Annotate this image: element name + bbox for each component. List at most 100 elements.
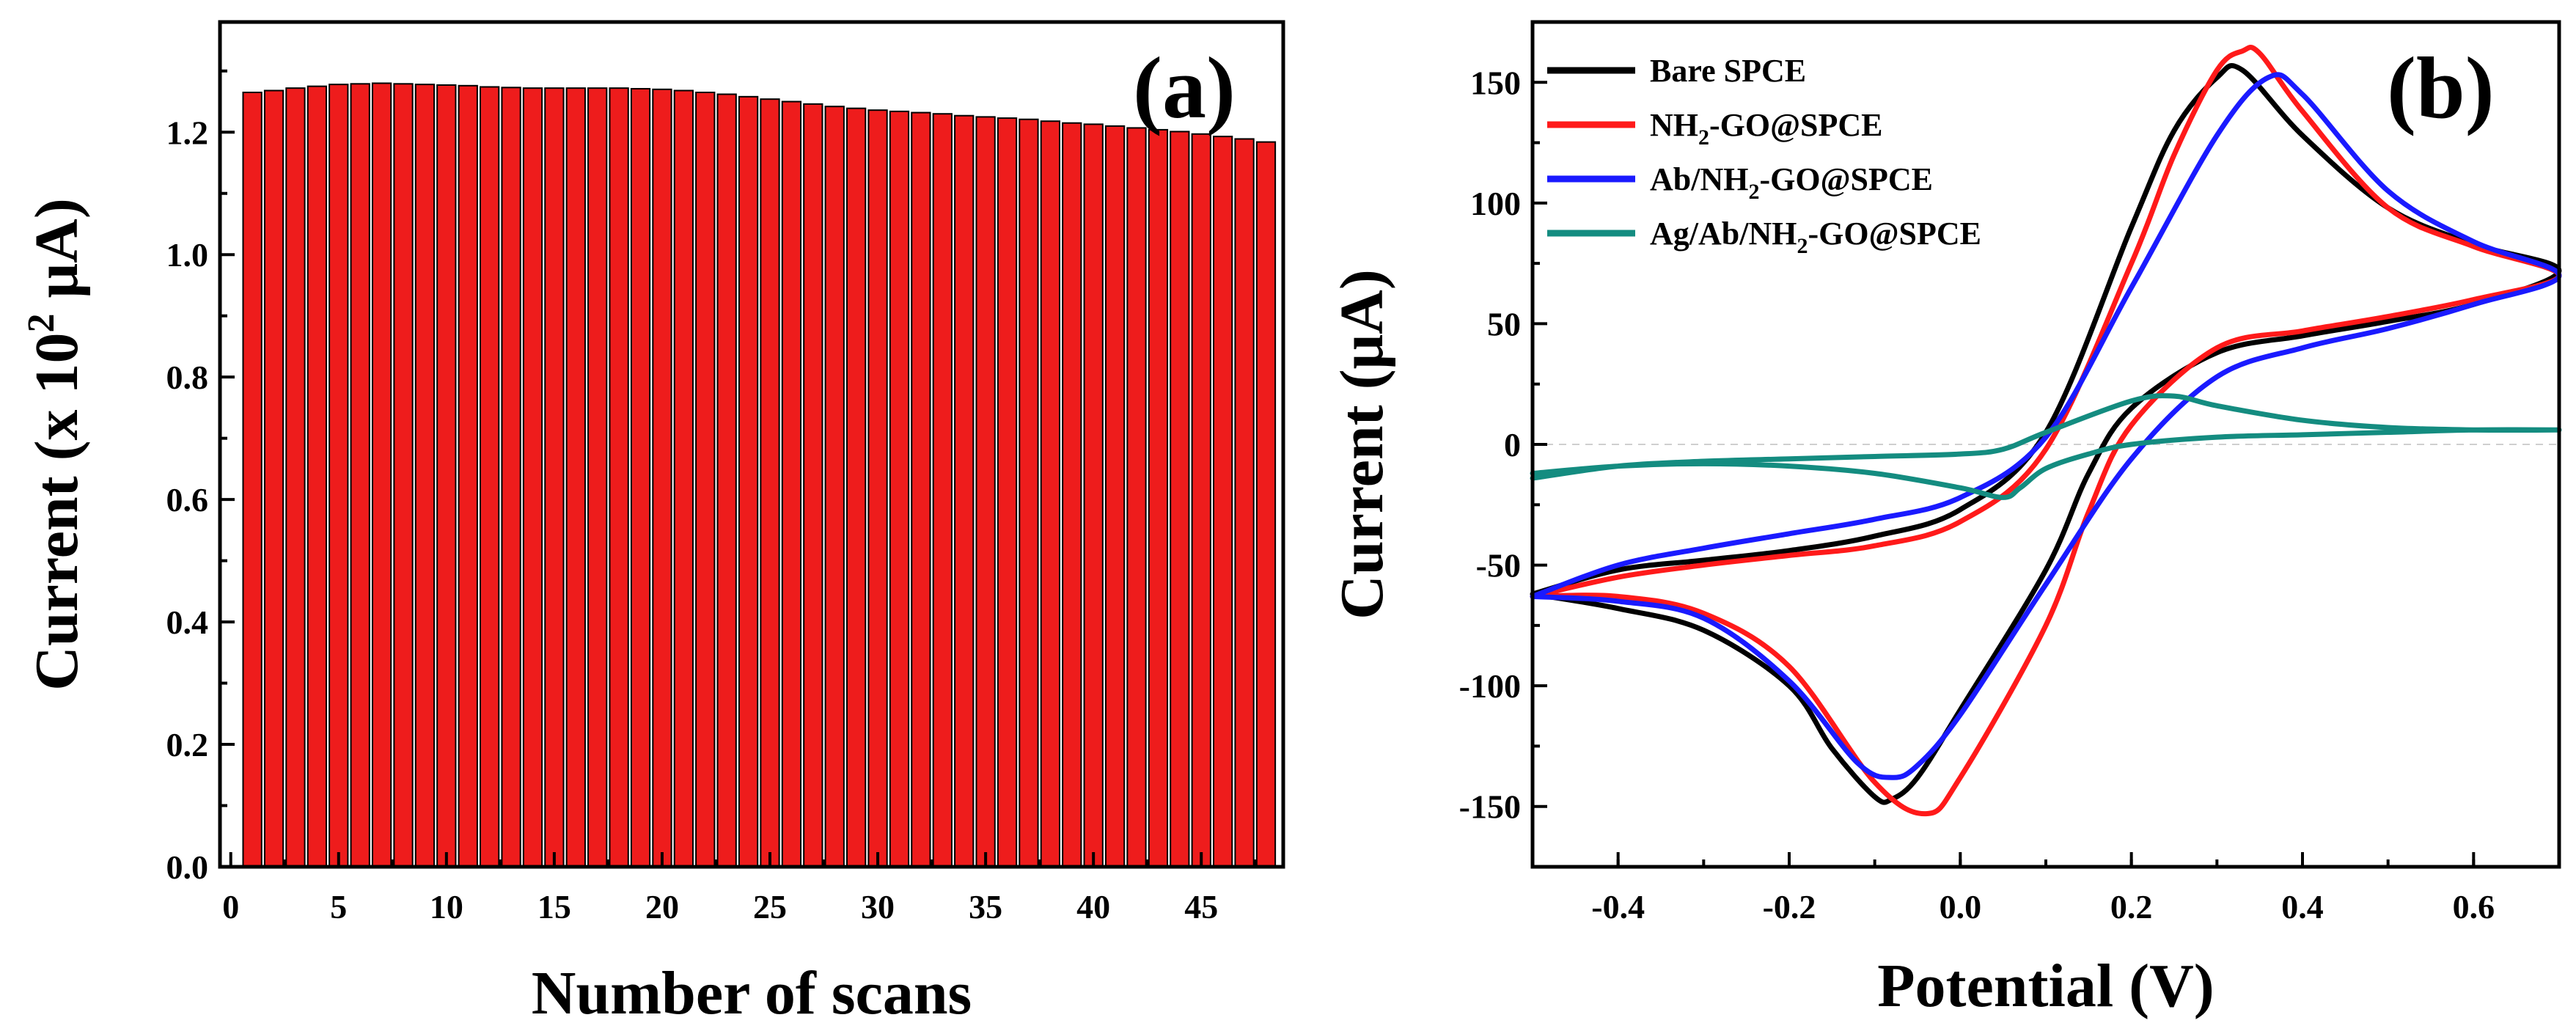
panel-a-y-title-unit: μA)	[23, 198, 91, 313]
bar-scan-40	[1083, 123, 1104, 868]
bar-scan-44	[1170, 131, 1190, 868]
x-tick-label: 5	[330, 888, 347, 925]
y-tick-label: -50	[1476, 547, 1521, 584]
bar-scan-2	[263, 89, 285, 868]
bar-scan-6	[350, 83, 370, 868]
bar-scan-28	[824, 106, 845, 868]
legend-label-series-4: Ag/Ab/NH2-GO@SPCE	[1650, 216, 1981, 258]
x-tick-label: 15	[537, 888, 571, 925]
bar-scan-3	[285, 87, 306, 868]
bar-scan-16	[565, 87, 586, 868]
x-tick-label: 35	[969, 888, 1002, 925]
bar-scan-27	[803, 103, 823, 868]
bar-scan-18	[609, 87, 629, 868]
bar-scan-11	[458, 84, 478, 868]
x-tick-label: 25	[753, 888, 787, 925]
bar-scan-13	[501, 87, 521, 868]
panel-b-line-chart: -0.4 -0.2 0.0 0.2 0.4 0.6 -150 -100 -50 0 50 100 150…	[1328, 20, 2562, 1020]
bar-scan-21	[673, 89, 694, 868]
x-tick-label: 0.0	[1940, 888, 1982, 925]
x-tick-label: 0	[222, 888, 239, 925]
bar-scan-45	[1191, 133, 1211, 868]
bar-scan-42	[1126, 127, 1147, 868]
bar-scan-15	[544, 87, 565, 868]
panel-a-y-title-main: Current (x 10	[23, 332, 91, 690]
panel-b-curves	[1530, 45, 2562, 817]
panel-a-x-axis-title: Number of scans	[532, 959, 972, 1027]
bar-scan-7	[371, 82, 392, 868]
bar-scan-4	[307, 85, 327, 868]
bar-scan-25	[760, 98, 780, 868]
y-tick-label: 0.4	[166, 604, 209, 641]
bar-scan-23	[716, 93, 737, 868]
bar-scan-19	[630, 87, 651, 868]
bar-scan-35	[975, 116, 996, 868]
bar-scan-24	[738, 95, 759, 868]
x-tick-label: 30	[861, 888, 895, 925]
bar-scan-10	[436, 84, 457, 868]
y-tick-label: 0	[1504, 426, 1521, 463]
bar-scan-20	[652, 88, 672, 868]
y-tick-label: 1.2	[166, 114, 209, 151]
x-tick-label: 10	[430, 888, 463, 925]
x-tick-label: 40	[1076, 888, 1110, 925]
legend-label-series-3: Ab/NH2-GO@SPCE	[1650, 161, 1933, 204]
x-tick-label: 0.2	[2110, 888, 2153, 925]
bar-scan-9	[414, 84, 436, 868]
bar-scan-33	[932, 113, 953, 868]
bar-scan-14	[522, 87, 543, 868]
panel-a-frame	[218, 20, 1285, 869]
y-tick-label: 100	[1470, 185, 1521, 222]
y-tick-label: 50	[1487, 305, 1521, 342]
panel-a-bar-chart: 0 5 10 15 20 25 30 35 40 450.00.20.40.60.81.01.2 …	[21, 20, 1285, 1027]
y-tick-label: 1.0	[166, 236, 209, 274]
panel-b-x-axis-title: Potential (V)	[1877, 952, 2214, 1020]
legend-label-series-1: Bare SPCE	[1650, 53, 1806, 89]
bar-scan-8	[393, 83, 414, 868]
bar-scan-36	[997, 117, 1018, 868]
x-tick-label: 0.6	[2453, 888, 2495, 925]
bar-scan-47	[1234, 138, 1255, 868]
panel-a-bars	[242, 82, 1277, 868]
bar-scan-30	[867, 109, 888, 868]
y-tick-label: -150	[1459, 788, 1521, 826]
legend-label-series-2: NH2-GO@SPCE	[1650, 107, 1883, 150]
x-tick-label: 20	[645, 888, 679, 925]
x-tick-label: -0.4	[1591, 888, 1645, 925]
bar-scan-48	[1255, 141, 1277, 868]
bar-scan-17	[587, 87, 608, 868]
cv-curve-series-4	[1530, 393, 2562, 500]
panel-b-y-axis-title: Current (μA)	[1328, 269, 1396, 620]
bar-scan-37	[1019, 118, 1039, 868]
bar-scan-32	[911, 111, 931, 868]
bar-scan-31	[889, 110, 910, 868]
panel-b-label: (b)	[2387, 39, 2495, 136]
bar-scan-41	[1104, 125, 1126, 868]
x-tick-label: -0.2	[1763, 888, 1816, 925]
bar-scan-12	[480, 86, 500, 868]
y-tick-label: 0.6	[166, 481, 209, 518]
y-tick-label: 0.2	[166, 726, 209, 763]
bar-scan-22	[695, 92, 716, 868]
bar-scan-43	[1148, 128, 1169, 868]
bar-scan-5	[329, 84, 349, 868]
panel-a-label: (a)	[1133, 39, 1236, 136]
cv-curve-series-3	[1530, 72, 2562, 780]
y-tick-label: 0.8	[166, 359, 209, 396]
x-tick-label: 0.4	[2281, 888, 2324, 925]
bar-scan-38	[1040, 120, 1061, 868]
bar-scan-1	[242, 92, 263, 868]
bar-scan-34	[954, 114, 975, 868]
bar-scan-26	[781, 100, 802, 868]
panel-a-y-axis-title: Current (x 102 μA)	[21, 198, 91, 691]
y-tick-label: -100	[1459, 667, 1521, 705]
bar-scan-29	[846, 107, 867, 868]
panel-a-y-title-superscript: 2	[21, 313, 62, 332]
panel-b-ticks: -0.4 -0.2 0.0 0.2 0.4 0.6 -150 -100 -50 0 50 100 150	[1459, 21, 2495, 925]
panel-b-legend: Bare SPCE NH2-GO@SPCE Ab/NH2-GO@SPCE Ag/Ab/…	[1547, 53, 1981, 258]
bar-scan-46	[1213, 136, 1233, 868]
y-tick-label: 150	[1470, 64, 1521, 101]
x-tick-label: 45	[1184, 888, 1218, 925]
panel-a-ticks: 0 5 10 15 20 25 30 35 40 45 0.0 0.2 0.4 0.6 0.8 1.0 1.2	[166, 69, 1257, 925]
